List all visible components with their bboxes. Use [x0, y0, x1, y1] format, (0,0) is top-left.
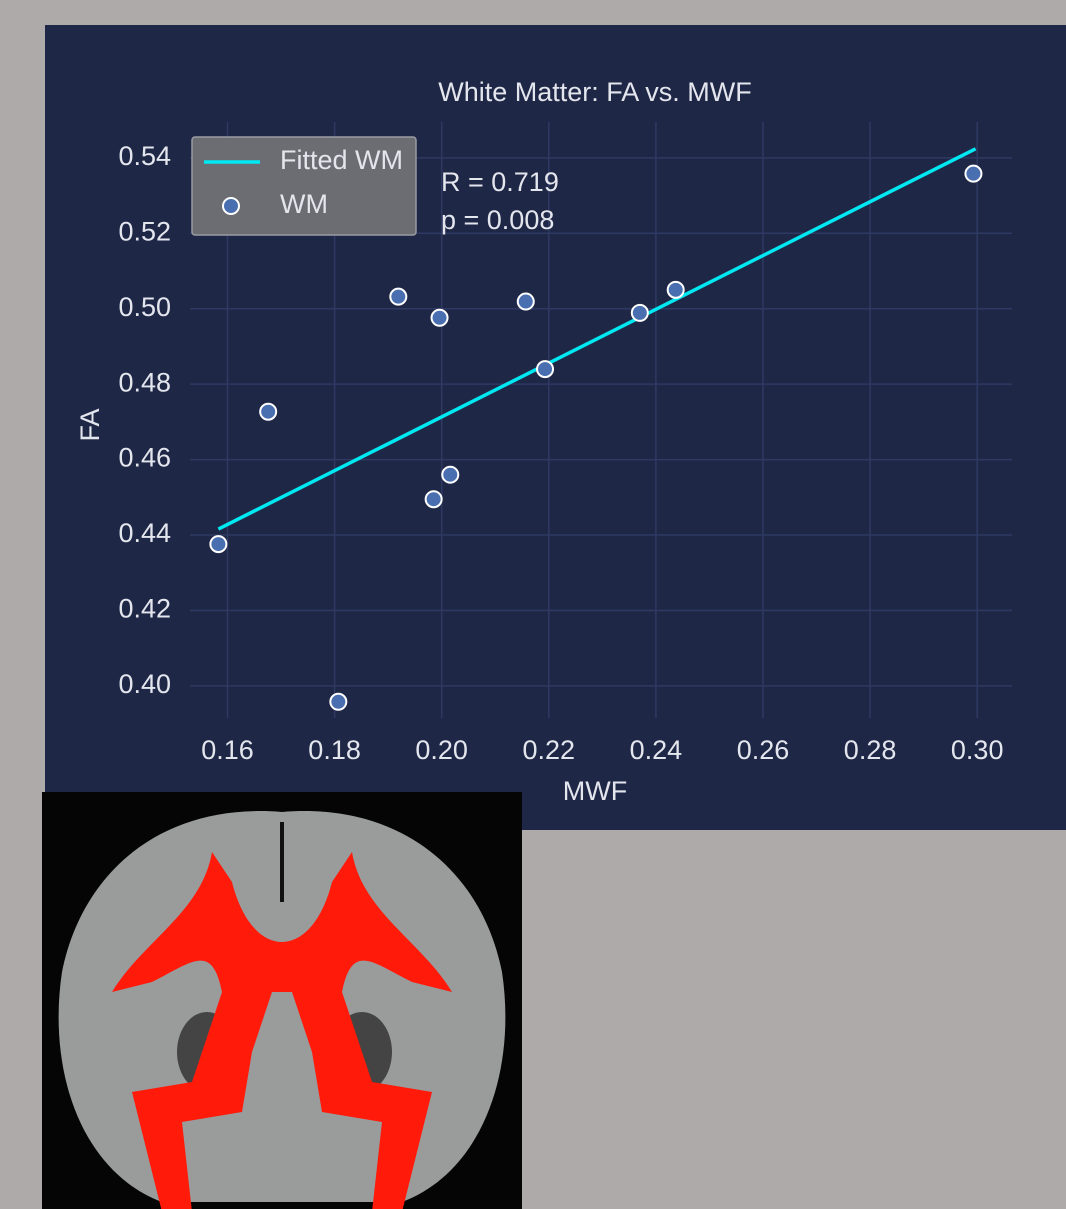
- x-axis-label: MWF: [563, 776, 627, 806]
- y-tick-label: 0.52: [118, 216, 171, 246]
- scatter-point: [537, 361, 553, 377]
- y-tick-label: 0.50: [118, 292, 171, 322]
- scatter-point: [965, 166, 981, 182]
- brain-image: [42, 792, 522, 1209]
- y-tick-label: 0.44: [118, 518, 171, 548]
- x-tick-label: 0.24: [630, 735, 683, 765]
- legend-label: WM: [280, 189, 328, 219]
- x-tick-label: 0.26: [737, 735, 790, 765]
- x-tick-label: 0.28: [844, 735, 897, 765]
- annotation: R = 0.719: [441, 167, 559, 197]
- scatter-point: [426, 491, 442, 507]
- legend-label: Fitted WM: [280, 145, 403, 175]
- x-tick-label: 0.22: [523, 735, 576, 765]
- scatter-point: [390, 289, 406, 305]
- y-axis-label: FA: [75, 408, 105, 441]
- scatter-point: [668, 282, 684, 298]
- chart-title: White Matter: FA vs. MWF: [438, 77, 752, 107]
- scatter-point: [432, 310, 448, 326]
- scatter-point: [330, 694, 346, 710]
- scatter-point: [632, 305, 648, 321]
- y-tick-label: 0.54: [118, 141, 171, 171]
- y-tick-label: 0.42: [118, 594, 171, 624]
- y-tick-label: 0.48: [118, 367, 171, 397]
- x-tick-label: 0.30: [951, 735, 1004, 765]
- scatter-point: [260, 404, 276, 420]
- y-tick-label: 0.40: [118, 669, 171, 699]
- chart: White Matter: FA vs. MWF MWF FA 0.40 0.42…: [0, 0, 1066, 830]
- x-tick-label: 0.20: [415, 735, 468, 765]
- x-tick-label: 0.16: [201, 735, 254, 765]
- x-tick-label: 0.18: [308, 735, 361, 765]
- page: White Matter: FA vs. MWF MWF FA 0.40 0.42…: [0, 0, 1066, 1209]
- scatter-point: [518, 294, 534, 310]
- legend-swatch: [223, 198, 239, 214]
- y-tick-label: 0.46: [118, 443, 171, 473]
- scatter-point: [210, 536, 226, 552]
- scatter-point: [442, 467, 458, 483]
- annotation: p = 0.008: [441, 205, 554, 235]
